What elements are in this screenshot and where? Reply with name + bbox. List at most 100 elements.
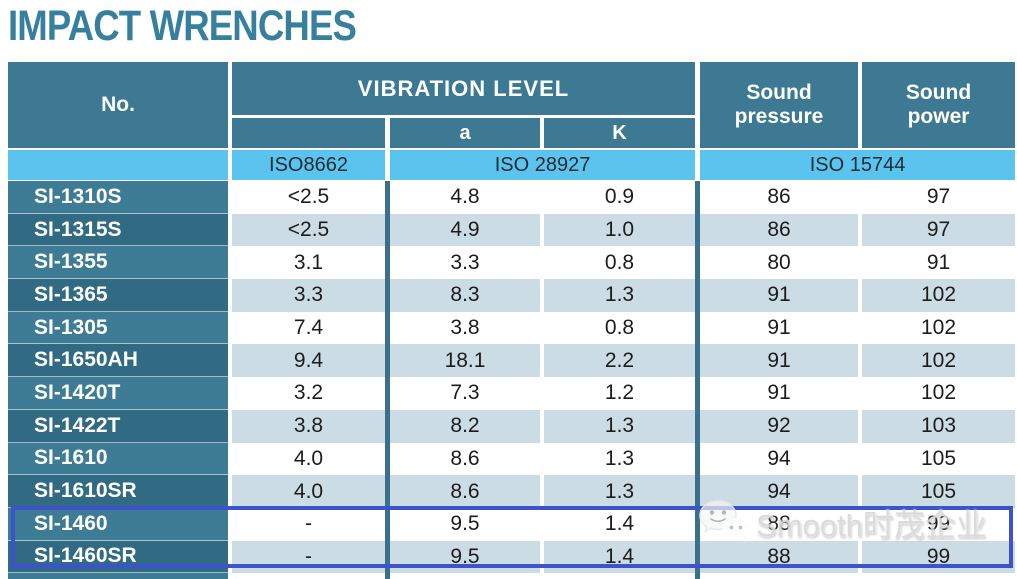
cell-sound-pressure: 91 xyxy=(767,316,791,340)
page-title: IMPACT WRENCHES xyxy=(8,2,357,50)
watermark: Smooth时茂企业 xyxy=(698,498,987,546)
header-sound-pressure: Sound pressure xyxy=(700,62,858,148)
table-row: SI-1310S <2.5 4.8 0.9 86 97 xyxy=(8,181,1015,214)
cell-sound-power: 91 xyxy=(926,250,951,274)
cell xyxy=(544,573,695,579)
cell-iso8662: 4.0 xyxy=(293,446,324,470)
cell-sound-power: 97 xyxy=(862,213,1015,247)
table-row: SI-1305 7.4 3.8 0.8 91 102 xyxy=(8,311,1015,345)
standards-row: ISO8662 ISO 28927 ISO 15744 xyxy=(8,150,1015,180)
table-row: SI-1420T 3.2 7.3 1.2 91 102 xyxy=(8,377,1015,410)
header-vibration-subrow: a K xyxy=(232,118,695,148)
standard-iso8662: ISO8662 xyxy=(232,150,385,180)
model-cell: SI-1610 xyxy=(8,442,228,476)
cell-iso8662: 3.2 xyxy=(293,381,324,405)
wechat-icon xyxy=(699,500,750,542)
cell-sound-pressure: 86 xyxy=(700,213,858,247)
table-row: SI-1315S <2.5 4.9 1.0 86 97 xyxy=(8,213,1015,247)
model-cell: SI-1305 xyxy=(8,311,228,345)
header-k: K xyxy=(544,118,695,148)
header-sound-power: Sound power xyxy=(862,62,1015,148)
cell-a: 8.6 xyxy=(450,446,480,470)
cell-k: 1.3 xyxy=(544,279,695,312)
cell-k: 2.2 xyxy=(544,344,695,378)
column-separator xyxy=(695,442,700,476)
model-cell: SI-1650AH xyxy=(8,344,228,378)
model-cell: SI-1610SR xyxy=(8,475,228,508)
cell-sound-power: 102 xyxy=(862,344,1015,378)
cell-k: 0.8 xyxy=(604,250,635,274)
cell-a: 8.2 xyxy=(390,409,540,443)
cell xyxy=(232,573,385,579)
cell-sound-power: 102 xyxy=(920,316,957,340)
table-row: SI-1650AH 9.4 18.1 2.2 91 102 xyxy=(8,344,1015,378)
header-a: a xyxy=(390,118,540,148)
column-separator xyxy=(385,181,390,214)
header-no: No. xyxy=(8,62,228,148)
model-cell: SI-1460 xyxy=(8,507,228,541)
cell-a: 18.1 xyxy=(390,344,540,378)
cell-sound-power: 99 xyxy=(926,512,951,536)
column-separator xyxy=(695,311,700,345)
cell-iso8662: - xyxy=(232,540,385,574)
table-row: SI-1610 4.0 8.6 1.3 94 105 xyxy=(8,442,1015,476)
column-separator xyxy=(385,311,390,345)
standard-iso28927: ISO 28927 xyxy=(390,150,695,180)
column-separator xyxy=(385,279,390,312)
cell xyxy=(390,573,540,579)
cell-a: 8.6 xyxy=(390,475,540,508)
cell-sound-power: 105 xyxy=(862,475,1015,508)
cell-sound-power: 102 xyxy=(920,381,957,405)
cell-iso8662: 3.1 xyxy=(293,250,324,274)
model-cell: SI-1365 xyxy=(8,279,228,312)
model-cell: SI-1355 xyxy=(8,246,228,280)
cell-k: 0.9 xyxy=(604,185,635,209)
standard-iso15744: ISO 15744 xyxy=(700,150,1015,180)
header-vibration-group: VIBRATION LEVEL a K xyxy=(232,62,695,148)
column-separator xyxy=(385,246,390,280)
column-separator xyxy=(385,475,390,508)
column-separator xyxy=(385,540,390,574)
table-row: SI-1422T 3.8 8.2 1.3 92 103 xyxy=(8,409,1015,443)
model-cell: SI-1422T xyxy=(8,409,228,443)
watermark-text: Smooth时茂企业 xyxy=(756,507,987,543)
standards-blank-cell xyxy=(8,150,228,180)
cell-k: 1.0 xyxy=(544,213,695,247)
cell xyxy=(862,573,1015,579)
cell-iso8662: 9.4 xyxy=(232,344,385,378)
column-separator xyxy=(695,213,700,247)
cell-sound-pressure: 91 xyxy=(700,279,858,312)
table-row: SI-1355 3.1 3.3 0.8 80 91 xyxy=(8,246,1015,280)
column-separator xyxy=(695,279,700,312)
cell-sound-pressure: 88 xyxy=(767,512,791,536)
cell-a: 9.5 xyxy=(390,540,540,574)
column-separator xyxy=(385,213,390,247)
cell-a: 3.8 xyxy=(450,316,480,340)
table-row-highlighted: SI-1460 - 9.5 1.4 88 99 xyxy=(8,507,1015,541)
cell-sound-power: 97 xyxy=(926,185,951,209)
column-separator xyxy=(385,507,390,541)
cell-k: 1.4 xyxy=(544,540,695,574)
cell xyxy=(700,573,858,579)
model-cell: SI-1315S xyxy=(8,213,228,247)
cell-sound-pressure: 86 xyxy=(767,185,791,209)
cell-a: 7.3 xyxy=(450,381,480,405)
cell-a: 9.5 xyxy=(450,512,480,536)
model-cell: SI-1460SR xyxy=(8,540,228,574)
cell-sound-pressure: 80 xyxy=(767,250,791,274)
cell-k: 1.3 xyxy=(544,475,695,508)
column-separator xyxy=(695,344,700,378)
cell-k: 1.3 xyxy=(544,409,695,443)
partial-next-row xyxy=(8,573,1015,579)
table-row: SI-1365 3.3 8.3 1.3 91 102 xyxy=(8,279,1015,312)
cell-sound-pressure: 91 xyxy=(700,344,858,378)
cell-sound-power: 102 xyxy=(862,279,1015,312)
cell-iso8662: <2.5 xyxy=(287,185,330,209)
column-separator xyxy=(695,181,700,214)
cell-iso8662: 7.4 xyxy=(293,316,324,340)
table-header: No. VIBRATION LEVEL a K Sound pressure S… xyxy=(8,62,1015,148)
column-separator xyxy=(695,377,700,410)
cell-k: 1.4 xyxy=(604,512,635,536)
cell-sound-pressure: 91 xyxy=(767,381,791,405)
